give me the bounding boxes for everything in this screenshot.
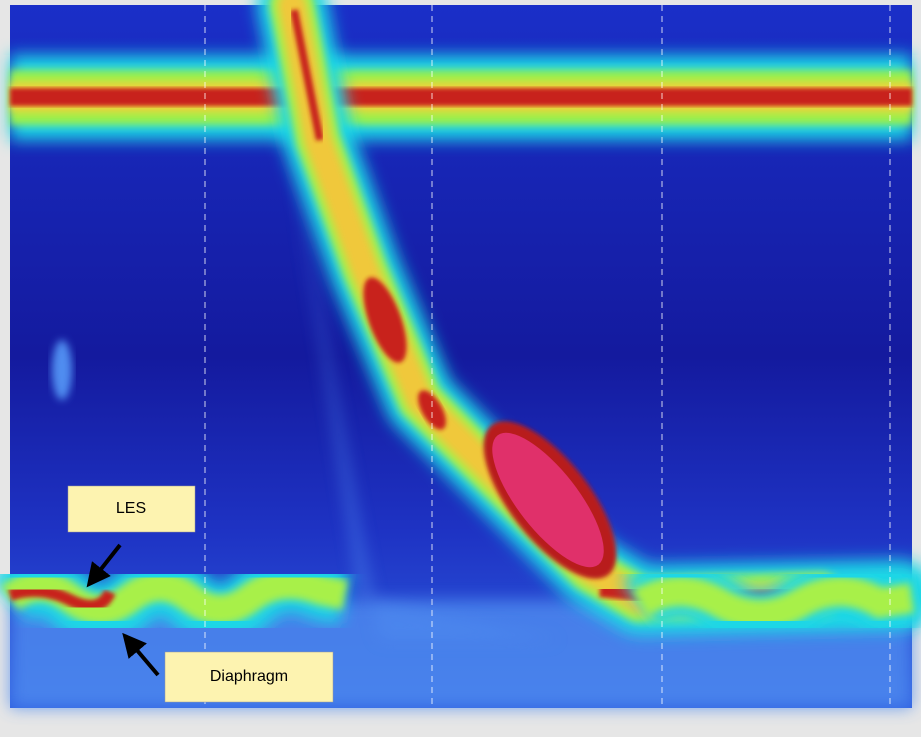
page: LES Diaphragm (() => { const data = JSON… — [0, 0, 921, 737]
les-label: LES — [116, 500, 146, 517]
manometry-plot: LES Diaphragm — [0, 0, 921, 737]
diaphragm-label: Diaphragm — [210, 668, 288, 685]
